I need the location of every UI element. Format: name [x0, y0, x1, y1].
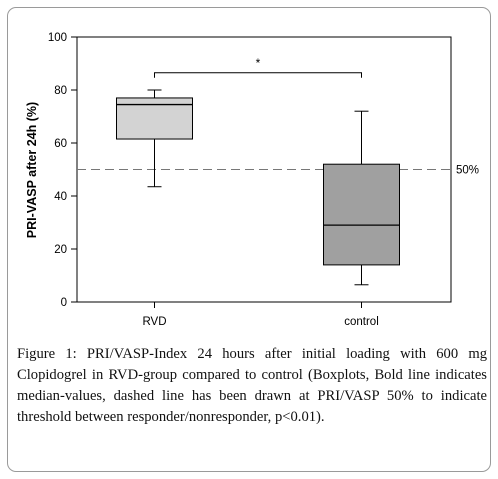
bracket-line [154, 72, 362, 78]
boxplot-marks: 50% * [77, 56, 479, 286]
caption-text: PRI/VASP-Index 24 hours after initial lo… [17, 346, 487, 425]
boxplot-chart: 0 20 40 60 80 100 RVD control 50% * PRI-VASP af… [25, 32, 479, 328]
significance-label: * [256, 56, 261, 70]
y-tick-label: 60 [54, 138, 67, 150]
figure-caption: Figure 1: PRI/VASP-Index 24 hours after … [17, 344, 487, 428]
box-iqr [323, 163, 400, 266]
y-tick-label: 80 [54, 85, 67, 97]
y-axis: 0 20 40 60 80 100 [48, 32, 77, 309]
x-tick-label: control [344, 316, 379, 328]
y-axis-label: PRI-VASP after 24h (%) [25, 102, 39, 238]
x-axis: RVD control [142, 302, 379, 328]
y-tick-label: 20 [54, 244, 67, 256]
threshold-label: 50% [456, 165, 479, 177]
caption-label: Figure 1: [17, 346, 77, 362]
y-tick-label: 0 [61, 297, 67, 309]
y-tick-label: 40 [54, 191, 67, 203]
significance-bracket: * [154, 56, 362, 78]
y-tick-label: 100 [48, 32, 67, 44]
x-tick-label: RVD [142, 316, 166, 328]
box-control [323, 110, 400, 286]
figure-frame [7, 7, 491, 472]
box-rvd [116, 89, 193, 188]
